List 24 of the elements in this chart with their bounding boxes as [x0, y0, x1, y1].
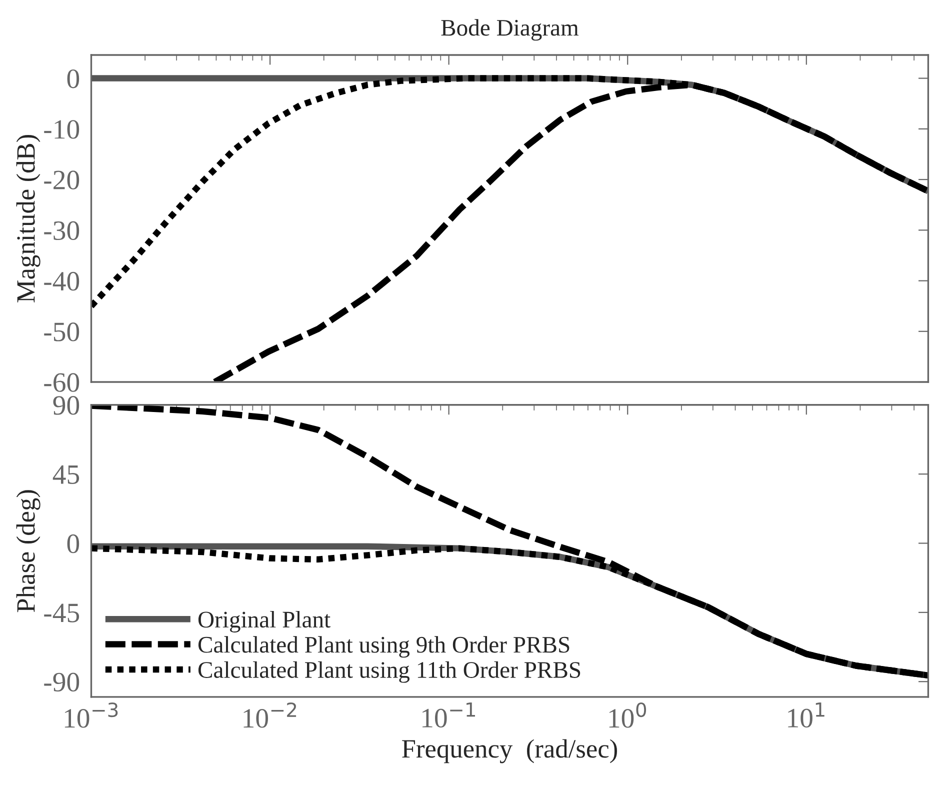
legend-label: Calculated Plant using 9th Order PRBS — [198, 636, 570, 658]
legend-label: Calculated Plant using 11th Order PRBS — [198, 661, 580, 683]
y-tick-label: -30 — [44, 221, 80, 240]
y-tick-label: 0 — [67, 534, 80, 554]
y-tick-label: 45 — [52, 465, 80, 484]
y-tick-label: -20 — [44, 170, 80, 190]
y-tick-label: -60 — [44, 373, 80, 392]
y-tick-label: -50 — [44, 322, 80, 342]
y-tick-label: -45 — [44, 604, 80, 622]
x-tick-label: 10$^{−3}$ — [64, 702, 118, 728]
x-tick-label: 10$^{0}$ — [609, 702, 646, 728]
chart-title: Bode Diagram — [441, 19, 579, 41]
y-tick-label: -90 — [44, 672, 80, 692]
y-tick-label: -10 — [44, 120, 80, 139]
y-tick-label: 0 — [67, 69, 80, 88]
x-tick-label: 10$^{1}$ — [788, 702, 824, 728]
y-axis-title: Magnitude (dB) — [16, 135, 40, 302]
y-tick-label: 90 — [53, 396, 80, 415]
legend-label: Original Plant — [198, 611, 330, 632]
x-tick-label: 10$^{−2}$ — [244, 702, 296, 728]
y-axis-title: Phase (deg) — [16, 490, 40, 612]
y-tick-label: -40 — [44, 272, 80, 291]
x-axis-title: Frequency (rad/sec) — [402, 739, 617, 764]
x-tick-label: 10$^{−1}$ — [422, 702, 475, 728]
